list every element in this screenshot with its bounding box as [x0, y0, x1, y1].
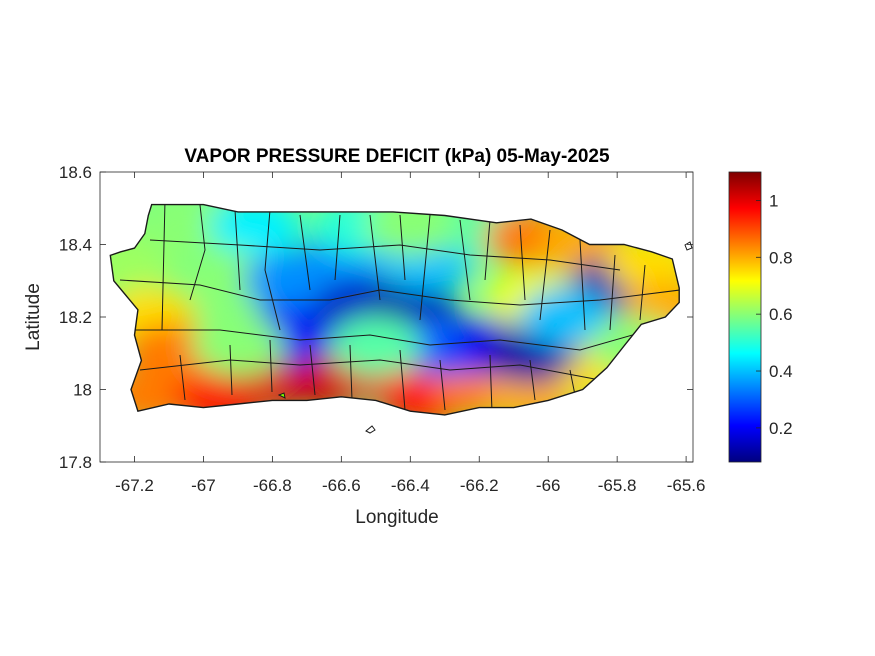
- map-title: VAPOR PRESSURE DEFICIT (kPa) 05-May-2025: [184, 146, 610, 167]
- field-sample-36: [191, 316, 284, 376]
- colorbar-tick-label-2: 0.6: [769, 305, 793, 324]
- colorbar-tick-label-1: 0.8: [769, 248, 793, 267]
- islets: [277, 241, 693, 434]
- coastline: [109, 203, 680, 416]
- y-axis: 18.6 18.4 18.2 18 17.8: [59, 163, 693, 472]
- y-tick-label-2: 18.2: [59, 308, 92, 327]
- field-sample-35: [122, 323, 215, 384]
- x-tick-label-0: -67.2: [115, 476, 154, 495]
- field-sample-37: [329, 316, 422, 376]
- y-tick-label-0: 18.6: [59, 163, 92, 182]
- field-sample-0: [110, 232, 174, 293]
- x-tick-label-3: -66.6: [322, 476, 361, 495]
- x-axis-label: Longitude: [355, 507, 438, 528]
- x-tick-label-6: -66: [536, 476, 561, 495]
- x-axis: -67.2 -67 -66.8 -66.6 -66.4 -66.2 -66 -65.8 -65.…: [115, 172, 705, 495]
- colorbar-tick-label-4: 0.2: [769, 419, 793, 438]
- colorbar-tick-label-3: 0.4: [769, 362, 793, 381]
- colorbar-ticks: 1 0.8 0.6 0.4 0.2: [756, 191, 793, 438]
- x-tick-label-7: -65.8: [598, 476, 637, 495]
- x-tick-label-1: -67: [191, 476, 216, 495]
- colorbar-tick-label-0: 1: [769, 191, 778, 210]
- x-tick-label-8: -65.6: [667, 476, 706, 495]
- field-sample-12: [140, 204, 233, 257]
- y-axis-label: Latitude: [23, 283, 44, 351]
- municipal-boundaries: [119, 204, 680, 413]
- x-tick-label-4: -66.4: [391, 476, 430, 495]
- y-tick-label-4: 17.8: [59, 453, 92, 472]
- colorbar: [728, 171, 762, 463]
- x-tick-label-5: -66.2: [460, 476, 499, 495]
- y-tick-label-1: 18.4: [59, 236, 92, 255]
- x-tick-label-2: -66.8: [253, 476, 292, 495]
- y-tick-label-3: 18: [73, 381, 92, 400]
